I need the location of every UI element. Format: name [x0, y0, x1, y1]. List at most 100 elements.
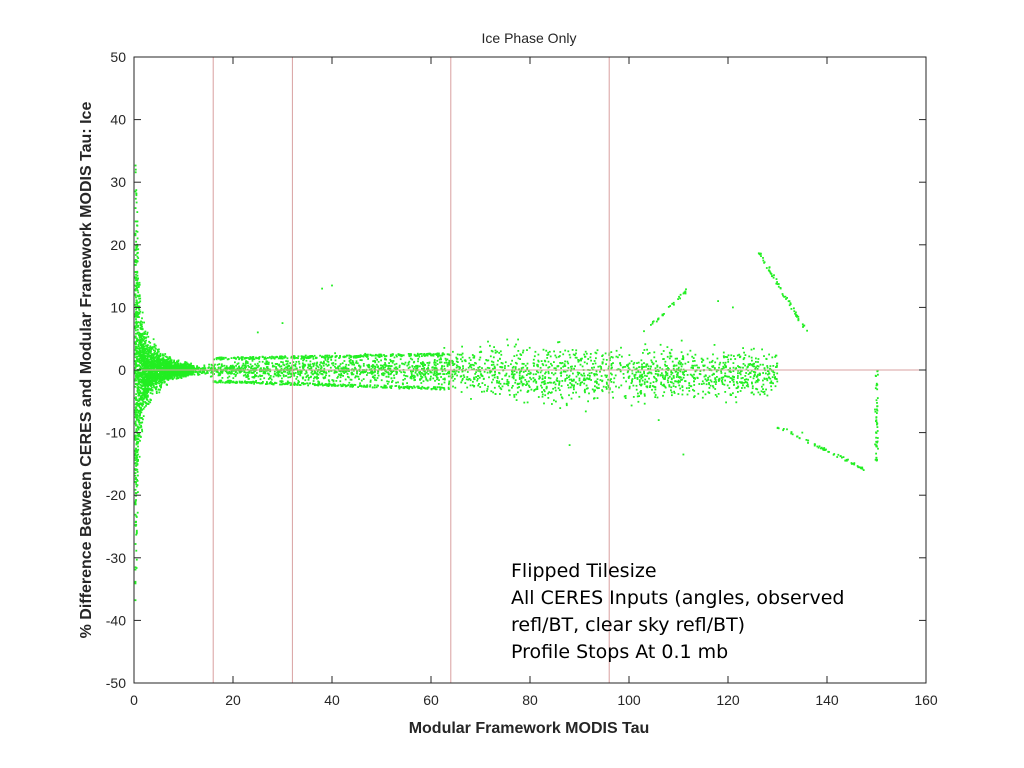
data-point — [447, 375, 450, 378]
data-point — [631, 378, 634, 380]
data-point — [231, 367, 233, 370]
data-point — [134, 385, 137, 388]
data-point — [631, 369, 634, 372]
data-point — [156, 354, 158, 357]
data-point — [322, 362, 324, 365]
data-point — [669, 352, 672, 355]
data-point — [139, 365, 142, 368]
data-point — [539, 376, 541, 379]
data-point — [552, 387, 554, 390]
data-point — [139, 412, 141, 415]
data-point — [135, 567, 138, 569]
data-point — [670, 386, 673, 389]
data-point — [279, 374, 282, 377]
data-point — [489, 370, 491, 373]
data-point — [410, 377, 413, 380]
data-point — [154, 344, 157, 347]
data-point — [147, 367, 150, 369]
data-point — [749, 363, 752, 365]
data-point — [737, 372, 739, 375]
data-point — [698, 383, 701, 385]
data-point — [134, 254, 137, 256]
data-point — [691, 374, 693, 377]
data-point — [640, 377, 643, 380]
data-point — [552, 373, 555, 376]
data-point — [134, 207, 137, 209]
data-point — [266, 360, 269, 363]
data-point — [680, 365, 683, 368]
data-point — [409, 377, 412, 379]
data-point — [157, 354, 160, 357]
data-point — [145, 366, 148, 369]
data-point — [747, 363, 750, 366]
data-point — [143, 384, 146, 387]
data-point — [578, 377, 581, 380]
data-point — [420, 377, 422, 380]
data-point — [134, 452, 137, 455]
data-point — [701, 361, 703, 363]
data-point — [143, 395, 145, 398]
data-point — [768, 372, 770, 375]
data-point — [458, 368, 461, 371]
data-point — [135, 301, 137, 304]
data-point — [295, 361, 298, 363]
data-point — [350, 362, 352, 365]
data-point — [144, 366, 147, 368]
data-point — [135, 364, 137, 367]
data-point — [169, 376, 172, 378]
data-point — [669, 355, 672, 358]
data-point — [148, 349, 151, 352]
data-point — [579, 382, 582, 385]
data-point — [736, 387, 739, 389]
data-point — [626, 364, 628, 367]
data-point — [161, 368, 163, 370]
data-point — [755, 376, 758, 378]
data-point — [143, 370, 146, 373]
data-point — [515, 371, 518, 374]
data-point — [328, 380, 331, 383]
data-point — [134, 459, 137, 462]
data-point — [542, 381, 545, 383]
data-point — [451, 362, 454, 364]
data-point — [227, 372, 230, 374]
data-point — [521, 375, 524, 378]
data-point — [645, 363, 648, 366]
data-point — [635, 371, 638, 374]
data-point — [254, 375, 257, 378]
data-point — [355, 360, 358, 363]
data-point — [672, 382, 675, 385]
data-point — [590, 379, 592, 381]
data-point — [179, 362, 182, 365]
data-point — [591, 366, 593, 369]
data-point — [194, 369, 197, 372]
data-point — [416, 364, 419, 367]
data-point — [755, 380, 758, 382]
data-point — [157, 380, 160, 383]
data-point — [137, 411, 139, 414]
data-point — [282, 375, 285, 378]
data-point — [619, 362, 622, 364]
data-point — [137, 383, 139, 386]
data-point — [574, 354, 576, 356]
data-point — [185, 365, 187, 368]
data-point — [140, 320, 142, 323]
data-point — [527, 372, 530, 375]
data-point — [667, 377, 670, 379]
data-point — [516, 362, 518, 365]
data-point — [283, 367, 286, 370]
data-point — [138, 334, 140, 336]
data-point — [423, 368, 425, 371]
data-point — [157, 356, 160, 359]
data-point — [587, 400, 589, 403]
data-point — [367, 358, 369, 360]
data-point — [575, 349, 578, 352]
data-point — [522, 363, 525, 365]
data-point — [583, 361, 586, 364]
data-point — [290, 375, 293, 378]
data-point — [157, 363, 159, 365]
data-point — [685, 387, 688, 390]
data-point — [337, 367, 340, 370]
data-point — [677, 393, 680, 395]
data-point — [558, 355, 561, 357]
data-point — [682, 376, 685, 379]
